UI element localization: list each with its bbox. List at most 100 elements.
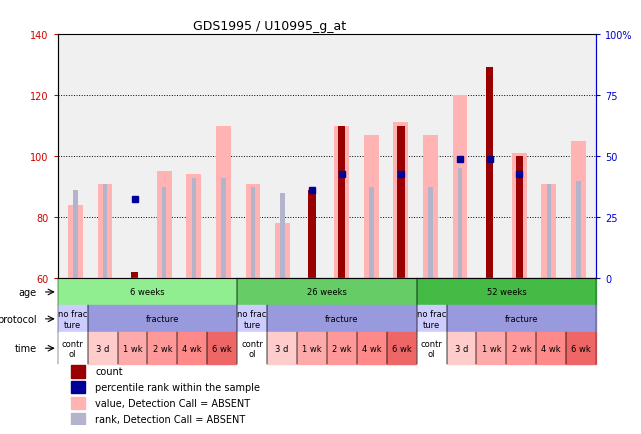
Bar [476, 332, 506, 364]
Bar [423, 135, 438, 279]
Text: 1 wk: 1 wk [481, 344, 501, 353]
Bar [192, 178, 196, 279]
Text: 3 d: 3 d [455, 344, 468, 353]
Bar [566, 332, 596, 364]
Text: 6 wk: 6 wk [571, 344, 591, 353]
Bar [187, 175, 201, 279]
Text: contr
ol: contr ol [62, 339, 83, 358]
Text: 6 weeks: 6 weeks [130, 288, 165, 297]
Bar [237, 279, 417, 306]
Text: no frac
ture: no frac ture [237, 309, 267, 329]
Bar [547, 184, 551, 279]
Bar [428, 187, 433, 279]
Bar [399, 175, 403, 279]
Text: value, Detection Call = ABSENT: value, Detection Call = ABSENT [96, 398, 251, 408]
Bar [364, 135, 379, 279]
Bar [103, 184, 107, 279]
Text: contr
ol: contr ol [420, 339, 442, 358]
Bar [73, 191, 78, 279]
Text: no frac
ture: no frac ture [417, 309, 446, 329]
Bar [267, 306, 417, 332]
Bar [340, 175, 344, 279]
Bar [542, 184, 556, 279]
Bar [297, 332, 327, 364]
Bar [394, 123, 408, 279]
Bar [308, 191, 316, 279]
Text: count: count [96, 367, 123, 377]
Bar [97, 184, 112, 279]
Bar [237, 332, 267, 364]
Text: 6 wk: 6 wk [212, 344, 232, 353]
Bar [131, 273, 138, 279]
Bar [58, 279, 237, 306]
Text: 2 wk: 2 wk [153, 344, 172, 353]
Bar [251, 187, 255, 279]
Bar [267, 332, 297, 364]
Text: 2 wk: 2 wk [332, 344, 352, 353]
Bar [88, 332, 117, 364]
Bar [338, 126, 345, 279]
Bar [486, 68, 494, 279]
Bar [458, 169, 462, 279]
Bar [571, 141, 586, 279]
Text: 4 wk: 4 wk [183, 344, 202, 353]
Text: 52 weeks: 52 weeks [487, 288, 526, 297]
Bar [246, 184, 260, 279]
Bar [275, 224, 290, 279]
Bar [576, 181, 581, 279]
Bar [117, 332, 147, 364]
Bar [207, 332, 237, 364]
Text: 4 wk: 4 wk [542, 344, 561, 353]
Bar [447, 306, 596, 332]
Text: fracture: fracture [504, 315, 538, 324]
Text: 3 d: 3 d [96, 344, 109, 353]
Text: GDS1995 / U10995_g_at: GDS1995 / U10995_g_at [193, 20, 345, 33]
Bar [387, 332, 417, 364]
Bar [335, 126, 349, 279]
Bar [221, 178, 226, 279]
Text: protocol: protocol [0, 314, 37, 324]
Text: percentile rank within the sample: percentile rank within the sample [96, 382, 260, 392]
Text: contr
ol: contr ol [241, 339, 263, 358]
Bar [157, 172, 172, 279]
Text: age: age [19, 287, 37, 297]
Bar [58, 332, 88, 364]
Bar [417, 279, 596, 306]
Text: time: time [15, 343, 37, 353]
Text: 4 wk: 4 wk [362, 344, 381, 353]
Bar [506, 332, 537, 364]
Bar [517, 178, 521, 279]
Bar [237, 306, 267, 332]
Bar [71, 413, 85, 425]
Text: no frac
ture: no frac ture [58, 309, 87, 329]
Text: 26 weeks: 26 weeks [307, 288, 347, 297]
Text: 1 wk: 1 wk [122, 344, 142, 353]
Bar [369, 187, 374, 279]
Text: fracture: fracture [146, 315, 179, 324]
Bar [327, 332, 357, 364]
Text: 2 wk: 2 wk [512, 344, 531, 353]
Text: 6 wk: 6 wk [392, 344, 412, 353]
Text: fracture: fracture [325, 315, 358, 324]
Bar [280, 194, 285, 279]
Text: rank, Detection Call = ABSENT: rank, Detection Call = ABSENT [96, 414, 246, 424]
Bar [88, 306, 237, 332]
Text: 3 d: 3 d [276, 344, 288, 353]
Bar [397, 126, 404, 279]
Bar [178, 332, 207, 364]
Bar [216, 126, 231, 279]
Bar [71, 365, 85, 378]
Bar [58, 306, 88, 332]
Bar [512, 154, 527, 279]
Bar [417, 306, 447, 332]
Bar [417, 332, 447, 364]
Bar [162, 187, 167, 279]
Bar [453, 96, 467, 279]
Text: 1 wk: 1 wk [302, 344, 322, 353]
Bar [71, 381, 85, 394]
Bar [447, 332, 476, 364]
Bar [71, 397, 85, 409]
Bar [357, 332, 387, 364]
Bar [515, 157, 523, 279]
Bar [68, 206, 83, 279]
